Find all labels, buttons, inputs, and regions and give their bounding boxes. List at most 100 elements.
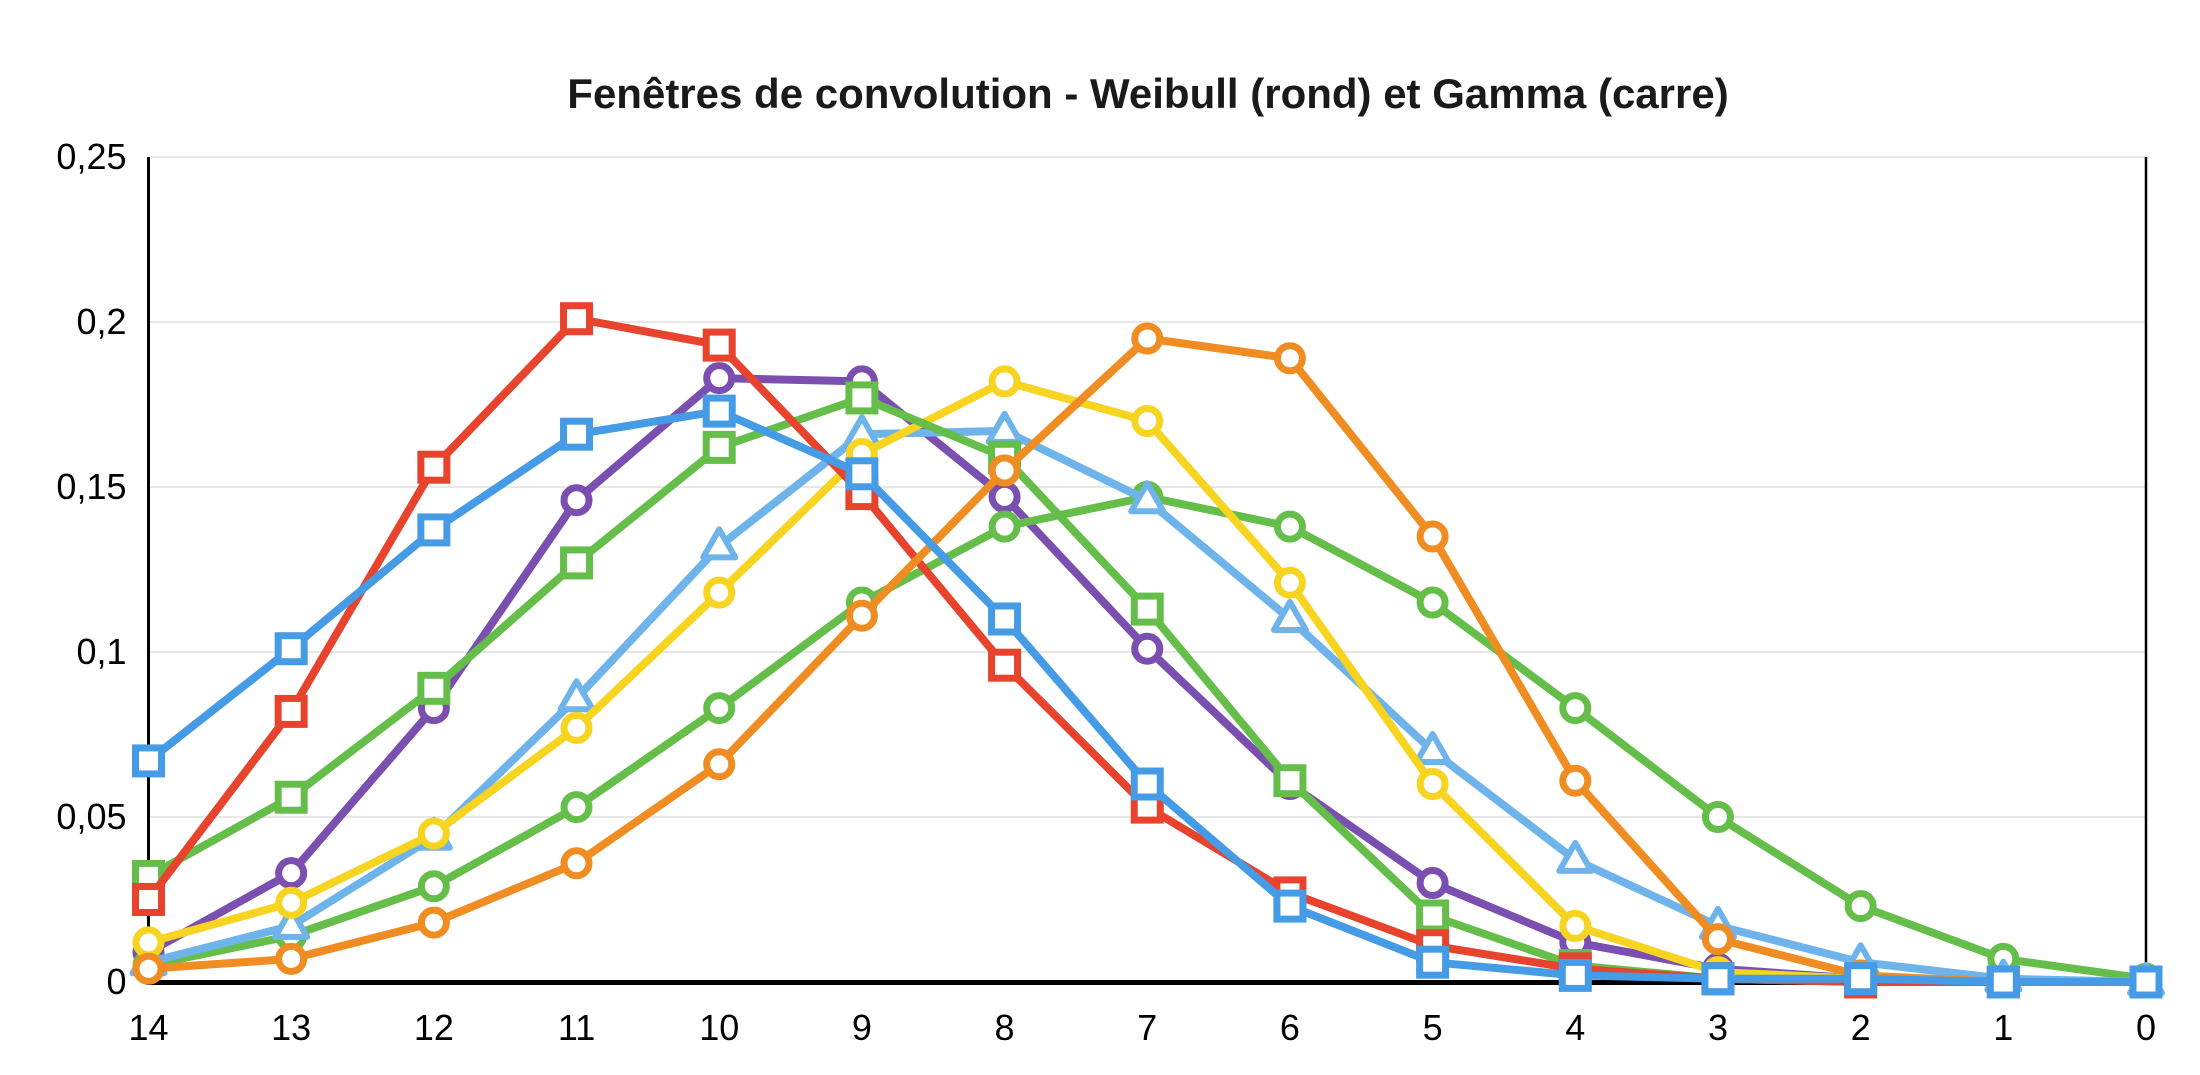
data-point-marker-circle	[275, 857, 308, 890]
data-point-marker-square	[2129, 965, 2163, 999]
x-tick-label: 6	[1280, 1007, 1300, 1048]
data-point-marker-square	[845, 381, 879, 415]
data-point-marker-square	[417, 450, 451, 484]
data-point-marker-square	[132, 883, 165, 916]
data-point-marker-square	[274, 780, 308, 814]
data-point-marker-triangle	[272, 905, 311, 940]
data-point-marker-circle	[560, 791, 593, 824]
x-tick-label: 3	[1708, 1007, 1728, 1048]
data-point-marker-circle	[1131, 322, 1164, 355]
data-point-marker-square	[1273, 764, 1307, 798]
data-point-marker-circle	[1273, 342, 1306, 375]
x-tick-label: 10	[699, 1007, 739, 1048]
y-tick-label: 0,15	[56, 466, 126, 507]
data-point-marker-square	[274, 632, 308, 666]
data-point-marker-square	[274, 694, 308, 728]
data-point-marker-circle	[703, 692, 736, 725]
data-point-marker-triangle	[1413, 731, 1452, 765]
chart-title: Fenêtres de convolution - Weibull (rond)…	[567, 70, 1728, 117]
data-point-marker-circle	[132, 926, 165, 959]
data-point-marker-circle	[275, 942, 308, 975]
data-point-marker-circle	[275, 886, 308, 919]
data-point-marker-circle	[1273, 510, 1306, 543]
data-point-marker-circle	[1131, 632, 1164, 665]
data-point-marker-circle	[988, 454, 1021, 487]
data-point-marker-square	[132, 744, 165, 778]
data-point-marker-circle	[1416, 867, 1449, 899]
data-point-marker-square	[845, 457, 879, 491]
y-tick-label: 0,2	[76, 301, 126, 342]
data-point-marker-circle	[988, 480, 1021, 513]
data-point-marker-square	[1558, 958, 1592, 992]
data-point-marker-circle	[417, 870, 450, 903]
data-point-marker-square	[1844, 962, 1878, 996]
data-point-marker-circle	[132, 952, 165, 985]
x-tick-label: 0	[2136, 1007, 2156, 1048]
data-point-marker-circle	[1416, 586, 1449, 619]
y-tick-label: 0,25	[56, 136, 126, 177]
x-tick-label: 1	[1993, 1007, 2013, 1048]
x-axis-labels: 14 13 12 11 10 9 8 7 6 5 4 3 2 1 0	[128, 1007, 2156, 1048]
data-point-marker-circle	[1416, 768, 1449, 800]
data-point-marker-square	[560, 302, 594, 336]
data-point-marker-square	[1130, 592, 1164, 626]
data-point-marker-circle	[703, 362, 736, 395]
data-point-marker-triangle	[557, 678, 596, 713]
data-point-marker-square	[1130, 767, 1164, 801]
y-tick-label: 0	[106, 961, 126, 1002]
data-point-marker-circle	[1559, 909, 1592, 942]
data-point-marker-square	[560, 417, 594, 451]
data-point-marker-triangle	[700, 526, 739, 561]
data-point-marker-square	[417, 671, 451, 705]
data-point-marker-square	[988, 648, 1022, 682]
data-point-marker-triangle	[1270, 599, 1309, 633]
data-point-marker-circle	[560, 847, 593, 880]
series-group	[129, 302, 2165, 999]
x-tick-label: 11	[558, 1007, 595, 1048]
data-point-marker-triangle	[1556, 839, 1595, 874]
data-point-marker-circle	[1416, 520, 1449, 553]
x-tick-label: 14	[128, 1007, 168, 1048]
data-point-marker-circle	[988, 510, 1021, 543]
x-tick-label: 2	[1851, 1007, 1871, 1048]
data-point-marker-square	[988, 602, 1022, 636]
series-gamma-blue	[132, 394, 2163, 999]
y-tick-label: 0,1	[76, 631, 126, 672]
data-point-marker-square	[1701, 962, 1735, 996]
x-tick-label: 4	[1565, 1007, 1585, 1048]
data-point-marker-circle	[1273, 566, 1306, 599]
data-point-marker-square	[702, 394, 736, 428]
y-tick-label: 0,05	[56, 796, 126, 837]
data-point-marker-circle	[417, 817, 450, 850]
data-point-marker-circle	[560, 711, 593, 744]
data-point-marker-circle	[703, 748, 736, 781]
data-point-marker-triangle	[1128, 480, 1167, 515]
data-point-marker-circle	[417, 906, 450, 939]
x-tick-label: 8	[995, 1007, 1015, 1048]
data-point-marker-circle	[845, 599, 878, 632]
data-point-marker-square	[702, 430, 736, 464]
data-point-marker-square	[417, 513, 451, 547]
data-point-marker-circle	[1701, 923, 1734, 956]
data-point-marker-square	[702, 328, 736, 362]
x-tick-label: 9	[852, 1007, 872, 1048]
data-point-marker-square	[560, 546, 594, 580]
x-tick-label: 12	[414, 1007, 454, 1048]
data-point-marker-circle	[560, 484, 593, 517]
data-point-marker-square	[1986, 965, 2020, 999]
data-point-marker-circle	[1559, 692, 1592, 725]
x-tick-label: 5	[1423, 1007, 1443, 1048]
data-point-marker-circle	[703, 576, 736, 609]
data-point-marker-circle	[1131, 405, 1164, 437]
data-point-marker-circle	[1559, 764, 1592, 797]
data-point-marker-circle	[1844, 890, 1877, 923]
data-point-marker-circle	[1701, 801, 1734, 833]
data-point-marker-circle	[988, 365, 1021, 398]
y-axis-labels: 0 0,05 0,1 0,15 0,2 0,25	[56, 136, 126, 1002]
data-point-marker-square	[1273, 889, 1307, 923]
data-point-marker-square	[1416, 899, 1450, 933]
data-point-marker-square	[1416, 945, 1450, 979]
